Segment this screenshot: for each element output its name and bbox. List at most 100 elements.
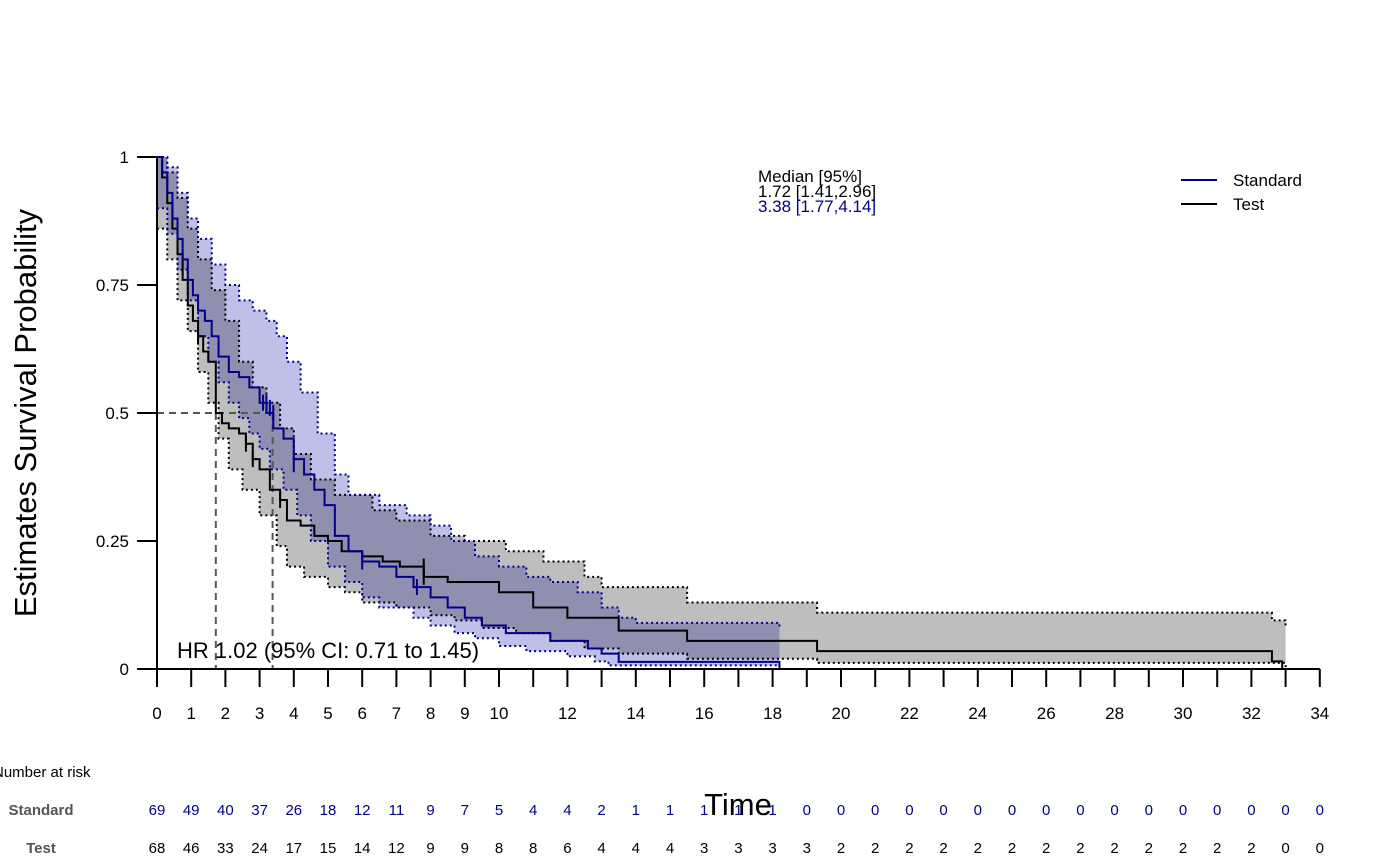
survival-curves — [157, 156, 1284, 669]
ci-upper-standard — [157, 156, 781, 629]
x-tick-label: 10 — [490, 704, 509, 723]
ci-lower-test — [157, 227, 1287, 669]
x-tick-label: 1 — [186, 704, 195, 723]
risk-value-standard: 12 — [354, 802, 371, 819]
risk-value-test: 2 — [939, 840, 947, 857]
risk-value-standard: 4 — [563, 802, 571, 819]
risk-value-standard: 40 — [217, 802, 234, 819]
risk-value-test: 0 — [1316, 840, 1324, 857]
y-axis-ticks: 0 0.25 0.5 0.75 1 — [96, 148, 157, 679]
y-tick-label: 0.25 — [96, 532, 129, 551]
risk-value-standard: 11 — [389, 802, 405, 819]
risk-value-test: 2 — [974, 840, 982, 857]
risk-value-test: 68 — [149, 840, 166, 857]
median-standard: 3.38 [1.77,4.14] — [758, 197, 876, 216]
risk-value-standard: 0 — [1076, 802, 1084, 819]
confidence-bands — [157, 157, 1286, 669]
x-tick-label: 30 — [1174, 704, 1193, 723]
hr-annotation: HR 1.02 (95% CI: 0.71 to 1.45) — [177, 638, 479, 663]
curve-test — [157, 156, 1284, 669]
risk-value-test: 15 — [320, 840, 337, 857]
x-tick-label: 20 — [832, 704, 851, 723]
risk-value-test: 8 — [495, 840, 503, 857]
x-tick-label: 16 — [695, 704, 714, 723]
risk-value-test: 2 — [837, 840, 845, 857]
risk-value-standard: 4 — [529, 802, 537, 819]
risk-value-standard: 0 — [1110, 802, 1118, 819]
risk-value-test: 3 — [700, 840, 708, 857]
risk-value-standard: 0 — [871, 802, 879, 819]
risk-value-standard: 49 — [183, 802, 200, 819]
risk-value-test: 12 — [388, 840, 405, 857]
risk-value-standard: 0 — [1247, 802, 1255, 819]
risk-row-label-standard: Standard — [8, 802, 73, 819]
risk-value-standard: 1 — [734, 802, 742, 819]
risk-value-standard: 37 — [251, 802, 268, 819]
legend: Standard Test — [1181, 171, 1302, 214]
x-axis-label: Time — [704, 787, 772, 822]
legend-label-test: Test — [1233, 195, 1264, 214]
x-tick-label: 28 — [1105, 704, 1124, 723]
x-tick-label: 6 — [357, 704, 366, 723]
risk-value-test: 46 — [183, 840, 200, 857]
risk-value-test: 2 — [1145, 840, 1153, 857]
risk-value-test: 17 — [285, 840, 302, 857]
risk-value-standard: 0 — [1281, 802, 1289, 819]
risk-value-standard: 9 — [426, 802, 434, 819]
x-tick-label: 18 — [763, 704, 782, 723]
risk-value-test: 2 — [1110, 840, 1118, 857]
risk-value-test: 3 — [803, 840, 811, 857]
y-tick-label: 0.75 — [96, 276, 129, 295]
risk-value-standard: 1 — [632, 802, 640, 819]
risk-value-test: 2 — [1008, 840, 1016, 857]
x-tick-label: 26 — [1037, 704, 1056, 723]
risk-value-test: 2 — [1042, 840, 1050, 857]
risk-value-test: 4 — [666, 840, 674, 857]
x-tick-label: 24 — [968, 704, 987, 723]
y-axis-label: Estimates Survival Probability — [8, 208, 43, 617]
risk-value-test: 9 — [426, 840, 434, 857]
x-tick-label: 12 — [558, 704, 577, 723]
x-tick-label: 4 — [289, 704, 298, 723]
risk-value-standard: 0 — [1042, 802, 1050, 819]
risk-value-standard: 1 — [700, 802, 708, 819]
x-tick-label: 8 — [426, 704, 435, 723]
risk-value-standard: 18 — [320, 802, 337, 819]
risk-value-standard: 0 — [837, 802, 845, 819]
x-tick-label: 32 — [1242, 704, 1261, 723]
x-tick-label: 7 — [392, 704, 401, 723]
risk-value-test: 2 — [1247, 840, 1255, 857]
x-axis-ticks: 0 1 2 3 4 5 6 7 8 9 10 12 14 16 18 20 22 24 26 28 30 32 34 — [152, 669, 1329, 723]
risk-value-standard: 0 — [1213, 802, 1221, 819]
risk-value-standard: 0 — [1316, 802, 1324, 819]
risk-value-standard: 0 — [1179, 802, 1187, 819]
y-tick-label: 0 — [120, 660, 129, 679]
risk-value-test: 2 — [1076, 840, 1084, 857]
risk-value-test: 6 — [563, 840, 571, 857]
censor-marks — [197, 328, 425, 596]
risk-value-test: 2 — [1213, 840, 1221, 857]
risk-value-standard: 7 — [461, 802, 469, 819]
band-overlap — [157, 157, 780, 669]
risk-value-standard: 69 — [149, 802, 166, 819]
risk-value-standard: 1 — [666, 802, 674, 819]
risk-value-standard: 0 — [803, 802, 811, 819]
risk-value-standard: 0 — [974, 802, 982, 819]
ci-lower-standard — [157, 207, 781, 669]
x-tick-label: 14 — [626, 704, 645, 723]
risk-value-standard: 1 — [768, 802, 776, 819]
x-tick-label: 2 — [221, 704, 230, 723]
x-tick-label: 0 — [152, 704, 161, 723]
legend-label-standard: Standard — [1233, 171, 1302, 190]
x-tick-label: 3 — [255, 704, 264, 723]
risk-value-standard: 0 — [1008, 802, 1016, 819]
risk-value-test: 33 — [217, 840, 234, 857]
median-header: Median [95%] — [758, 167, 862, 186]
risk-value-test: 3 — [734, 840, 742, 857]
x-tick-label: 5 — [323, 704, 332, 723]
ci-upper-test — [157, 156, 1287, 626]
risk-value-test: 14 — [354, 840, 371, 857]
x-tick-label: 34 — [1310, 704, 1329, 723]
risk-value-standard: 5 — [495, 802, 503, 819]
